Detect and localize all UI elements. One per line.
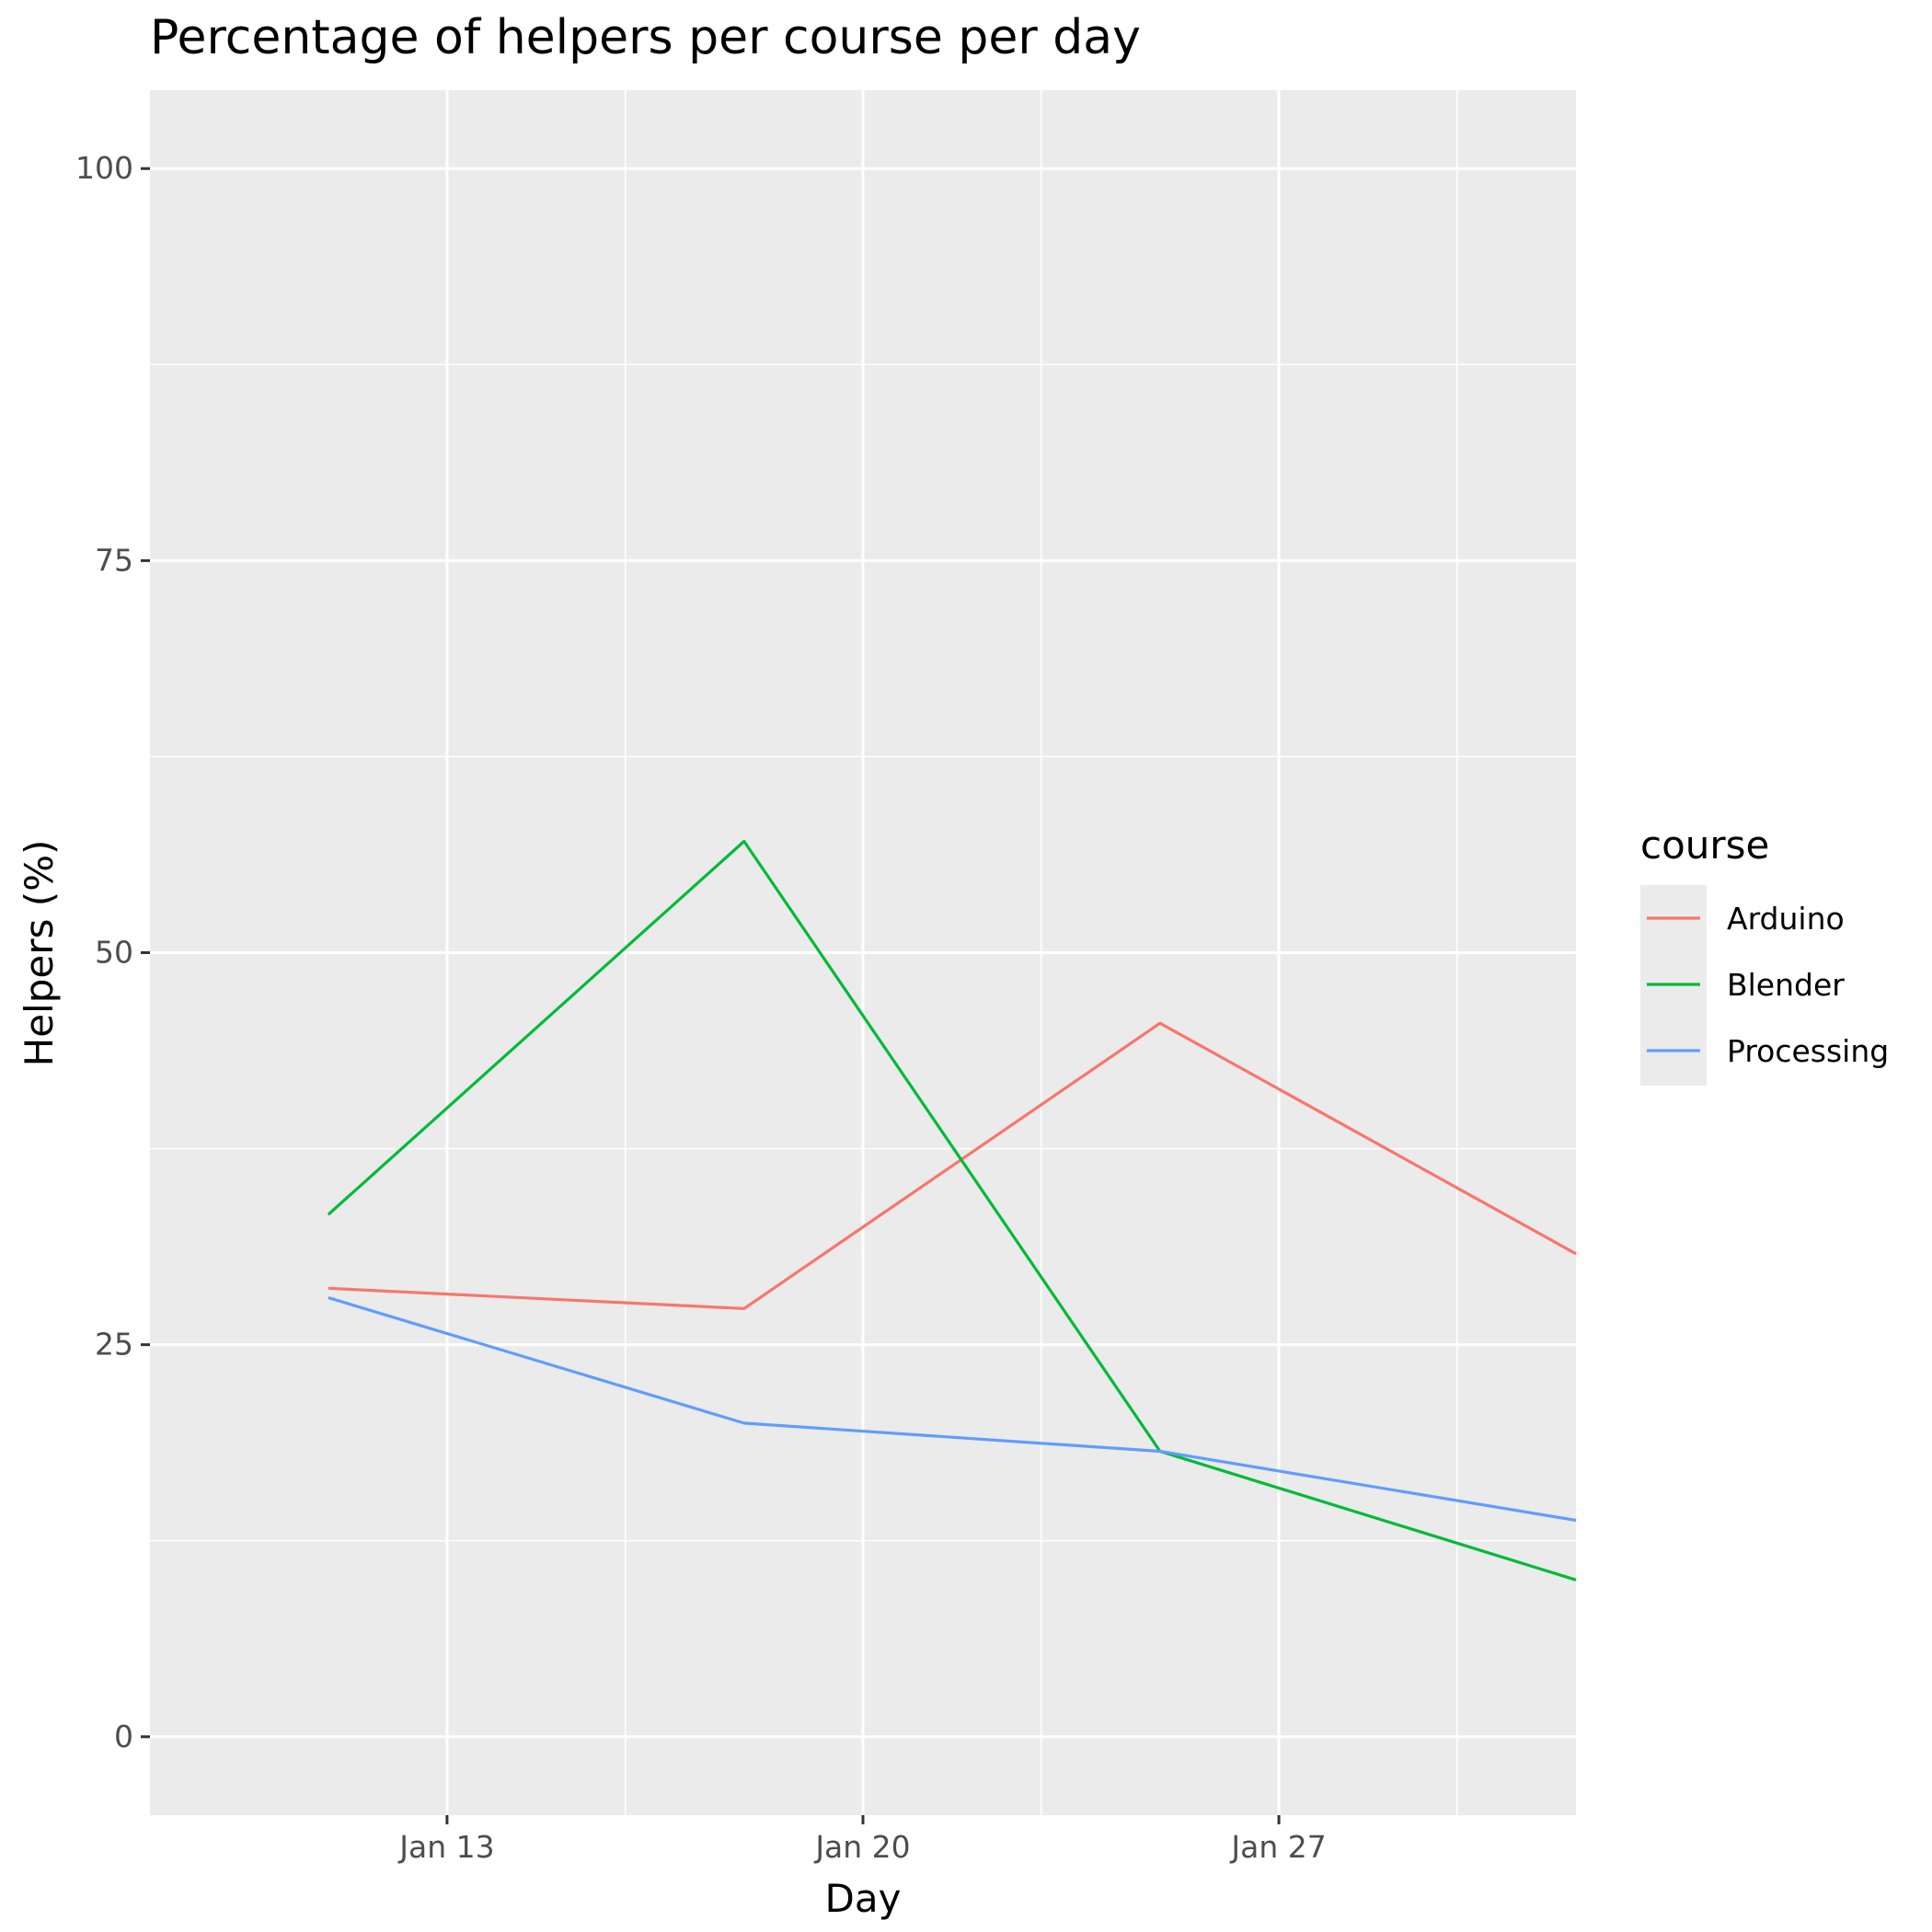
x-tick-label: Jan 20 bbox=[813, 1829, 910, 1865]
legend: course Arduino Blender Processing bbox=[1640, 822, 1889, 1086]
y-tick-label: 50 bbox=[95, 935, 133, 971]
series-line-arduino bbox=[328, 1021, 1577, 1311]
grid-major bbox=[150, 90, 1576, 1815]
y-tick-label: 100 bbox=[75, 150, 133, 186]
y-tick-label: 0 bbox=[114, 1719, 133, 1754]
series-line-blender bbox=[327, 839, 1577, 1581]
series-lines bbox=[327, 839, 1577, 1581]
legend-label-arduino: Arduino bbox=[1727, 901, 1845, 937]
y-axis: 0 25 50 75 100 bbox=[75, 150, 150, 1754]
y-axis-title: Helpers (%) bbox=[17, 840, 62, 1067]
y-tick-label: 25 bbox=[95, 1327, 133, 1363]
y-tick-label: 75 bbox=[95, 542, 133, 578]
series-line-processing bbox=[328, 1295, 1577, 1523]
x-tick-label: Jan 27 bbox=[1229, 1829, 1326, 1865]
x-tick-label: Jan 13 bbox=[397, 1829, 494, 1865]
legend-title: course bbox=[1640, 822, 1769, 868]
x-axis: Jan 13 Jan 20 Jan 27 bbox=[397, 1815, 1327, 1865]
x-axis-title: Day bbox=[825, 1876, 902, 1921]
chart-title: Percentage of helpers per course per day bbox=[150, 10, 1141, 65]
legend-label-processing: Processing bbox=[1727, 1033, 1889, 1069]
legend-label-blender: Blender bbox=[1727, 967, 1845, 1003]
